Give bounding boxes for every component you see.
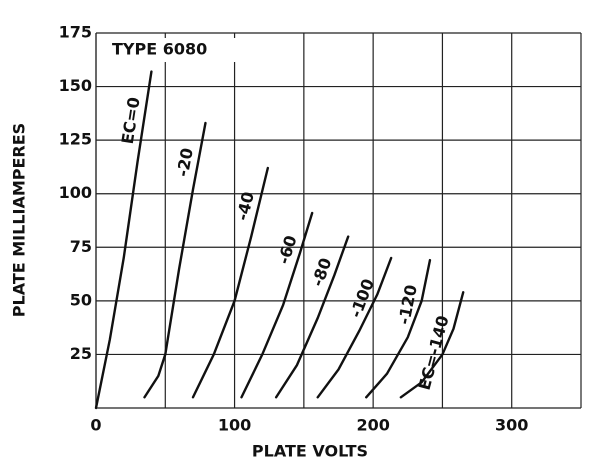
annotation: TYPE 6080	[112, 40, 207, 59]
x-tick-label: 0	[90, 416, 101, 435]
y-axis-label: PLATE MILLIAMPERES	[10, 123, 29, 317]
curve	[240, 211, 314, 399]
curve	[399, 291, 465, 399]
series-label: -40	[233, 190, 258, 223]
series-label: EC=0	[118, 96, 144, 146]
y-tick-label: 50	[70, 290, 92, 309]
series-label: -120	[394, 283, 421, 326]
series-label: EC=-140	[415, 314, 453, 392]
y-tick-label: 125	[59, 130, 92, 149]
y-tick-label: 25	[70, 344, 92, 363]
curve	[94, 70, 153, 410]
x-tick-label: 100	[218, 416, 251, 435]
x-tick-label: 300	[495, 416, 528, 435]
x-tick-label: 200	[356, 416, 389, 435]
annotation-box	[106, 38, 236, 62]
y-tick-label: 175	[59, 23, 92, 42]
x-axis-label: PLATE VOLTS	[252, 442, 368, 461]
y-tick-label: 150	[59, 76, 92, 95]
curve	[365, 258, 432, 399]
curve	[143, 121, 207, 399]
y-tick-label: 75	[70, 237, 92, 256]
curve	[191, 166, 270, 399]
curve	[316, 256, 393, 399]
series-label: -20	[173, 146, 197, 178]
curve	[274, 235, 350, 399]
y-tick-label: 100	[59, 183, 92, 202]
